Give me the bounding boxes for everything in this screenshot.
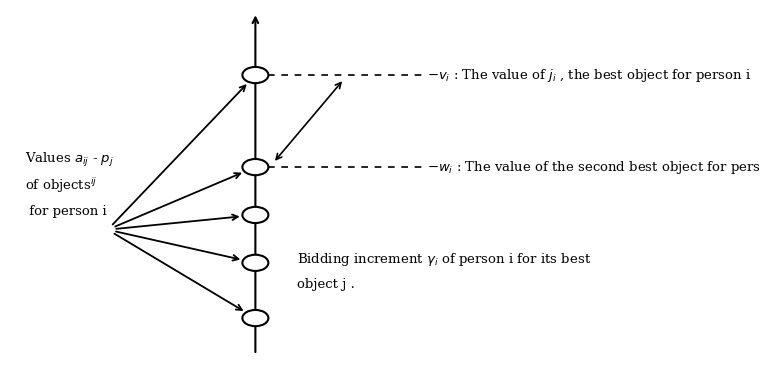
Text: object j .: object j .: [296, 278, 354, 291]
Text: for person i: for person i: [25, 205, 107, 218]
Text: $-w_i$ : The value of the second best object for pers: $-w_i$ : The value of the second best ob…: [427, 158, 760, 175]
Circle shape: [242, 67, 268, 83]
Circle shape: [242, 159, 268, 175]
Text: of objects$^{ij}$: of objects$^{ij}$: [25, 176, 98, 195]
Text: $-v_i$ : The value of $j_i$ , the best object for person i: $-v_i$ : The value of $j_i$ , the best o…: [427, 66, 751, 83]
Circle shape: [242, 310, 268, 326]
Text: Values $a_{ij}$ - $p_j$: Values $a_{ij}$ - $p_j$: [25, 151, 114, 169]
Circle shape: [242, 255, 268, 271]
Text: Bidding increment $\gamma_i$ of person i for its best: Bidding increment $\gamma_i$ of person i…: [296, 251, 591, 267]
Circle shape: [242, 207, 268, 223]
